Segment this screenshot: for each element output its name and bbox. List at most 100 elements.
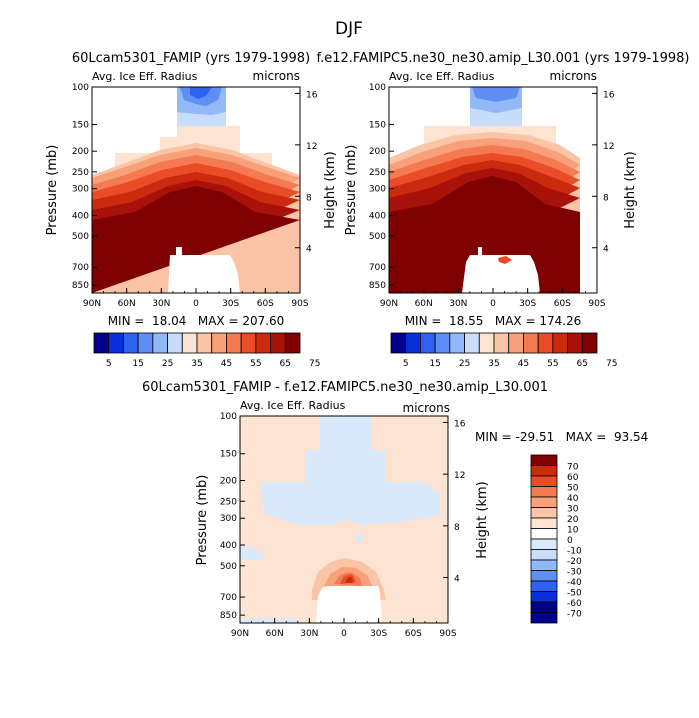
colorbar-label: 65 [280, 359, 291, 369]
y-tick-label: 850 [220, 611, 237, 621]
panel-2-ylabel-right: Height (km) [623, 151, 638, 228]
x-tick-label: 30N [300, 629, 318, 639]
colorbar-swatch [181, 332, 198, 354]
colorbar-swatch [196, 332, 213, 354]
y-tick-label: 250 [369, 168, 386, 178]
colorbar-label: 45 [518, 359, 529, 369]
x-tick-label: 90S [439, 629, 456, 639]
y-tick-label: 100 [220, 412, 237, 422]
y-tick-label: 100 [72, 83, 89, 93]
colorbar-swatch [434, 332, 451, 354]
x-tick-label: 90N [83, 299, 101, 309]
x-tick-label: 60S [554, 299, 571, 309]
colorbar-label: 15 [429, 359, 440, 369]
panel-2-field [389, 87, 597, 293]
panel-1: 60Lcam5301_FAMIP (yrs 1979-1998) Avg. Ic… [45, 51, 338, 328]
panel-1-axes: 100 150 200 250 300 400 500 700 850 16 12 8 4 90N 60N 3… [72, 83, 318, 309]
contour-band [498, 256, 512, 264]
panel-2: f.e12.FAMIPC5.ne30_ne30.amip_L30.001 (yr… [317, 51, 690, 328]
panel-3: 60Lcam5301_FAMIP - f.e12.FAMIPC5.ne30_ne… [142, 380, 648, 639]
page-title: DJF [335, 19, 363, 39]
colorbar-label: 5 [403, 359, 409, 369]
panel-2-ylabel: Pressure (mb) [344, 145, 359, 236]
y-tick-label: 150 [72, 121, 89, 131]
colorbar-swatch [530, 591, 558, 603]
panel-2-title: f.e12.FAMIPC5.ne30_ne30.amip_L30.001 (yr… [317, 51, 690, 66]
colorbar-swatch [537, 332, 554, 354]
colorbar-swatch [530, 612, 558, 624]
x-tick-label: 30S [519, 299, 536, 309]
colorbar-label: 55 [547, 359, 558, 369]
colorbar-swatch [530, 454, 558, 466]
colorbar-swatch [420, 332, 436, 354]
colorbar-swatch [270, 332, 286, 354]
colorbar-swatch [508, 332, 524, 354]
y-tick-label: 150 [220, 450, 237, 460]
colorbar-swatch [530, 580, 558, 592]
colorbar-label: -10 [567, 547, 582, 557]
y-tick-label: 500 [72, 232, 89, 242]
y-right-tick-label: 8 [454, 523, 460, 533]
x-tick-label: 30N [449, 299, 467, 309]
x-tick-label: 60N [415, 299, 433, 309]
colorbar-swatch [405, 332, 421, 354]
x-tick-label: 0 [341, 629, 347, 639]
panel-3-field [240, 416, 448, 623]
x-tick-label: 90S [291, 299, 308, 309]
x-tick-label: 60N [266, 629, 284, 639]
y-tick-label: 150 [369, 121, 386, 131]
colorbar-label: -40 [567, 578, 582, 588]
x-tick-label: 90N [231, 629, 249, 639]
colorbar-swatch [552, 332, 568, 354]
colorbar-swatch [493, 332, 510, 354]
colorbar-swatch [108, 332, 124, 354]
y-tick-label: 400 [220, 541, 237, 551]
contour-band [472, 87, 520, 102]
colorbar-swatch [137, 332, 154, 354]
panel-1-ylabel-right: Height (km) [323, 151, 338, 228]
colorbar-1: 5 15 25 35 45 55 65 75 [93, 332, 320, 369]
colorbar-label: 5 [106, 359, 112, 369]
panel-2-subtitle-right: microns [550, 69, 598, 83]
panel-1-ylabel: Pressure (mb) [45, 145, 60, 236]
y-right-tick-label: 4 [603, 245, 609, 255]
colorbar-swatch [167, 332, 183, 354]
colorbar-swatch [530, 496, 558, 508]
surface-mask [462, 247, 540, 293]
surface-mask [168, 247, 240, 293]
colorbar-swatch [530, 559, 558, 571]
colorbar-swatch [530, 486, 558, 498]
colorbar-label: 10 [567, 526, 579, 536]
colorbar-swatch [152, 332, 168, 354]
panel-2-subtitle-left: Avg. Ice Eff. Radius [389, 70, 495, 83]
colorbar-swatch [93, 332, 110, 354]
colorbar-label: -20 [567, 557, 582, 567]
colorbar-label: 25 [162, 359, 173, 369]
colorbar-label: 20 [567, 515, 579, 525]
panel-3-stats: MIN = -29.51 MAX = 93.54 [475, 430, 648, 444]
panel-3-axes: 100 150 200 250 300 400 500 700 850 16 12 8 4 90N 60N 3… [220, 412, 466, 639]
y-tick-label: 850 [72, 281, 89, 291]
y-right-tick-label: 16 [306, 90, 318, 100]
x-tick-label: 60N [118, 299, 136, 309]
panel-1-stats: MIN = 18.04 MAX = 207.60 [108, 314, 285, 328]
colorbar-swatch [530, 475, 558, 487]
colorbar-label: 65 [577, 359, 588, 369]
colorbar-label: 0 [567, 536, 573, 546]
y-tick-label: 250 [72, 168, 89, 178]
x-tick-label: 90S [588, 299, 605, 309]
colorbar-swatch [581, 332, 598, 354]
colorbar-swatch [255, 332, 271, 354]
panel-3-ylabel-right: Height (km) [475, 481, 490, 558]
colorbar-label: 75 [309, 359, 320, 369]
colorbar-label: 35 [488, 359, 499, 369]
y-right-tick-label: 4 [454, 575, 460, 585]
colorbar-swatch [211, 332, 227, 354]
colorbar-label: 40 [567, 494, 579, 504]
colorbar-swatch [530, 570, 558, 582]
y-tick-label: 700 [220, 593, 237, 603]
colorbar-swatch [530, 507, 558, 519]
colorbar-label: 35 [191, 359, 202, 369]
y-right-tick-label: 12 [454, 471, 465, 481]
